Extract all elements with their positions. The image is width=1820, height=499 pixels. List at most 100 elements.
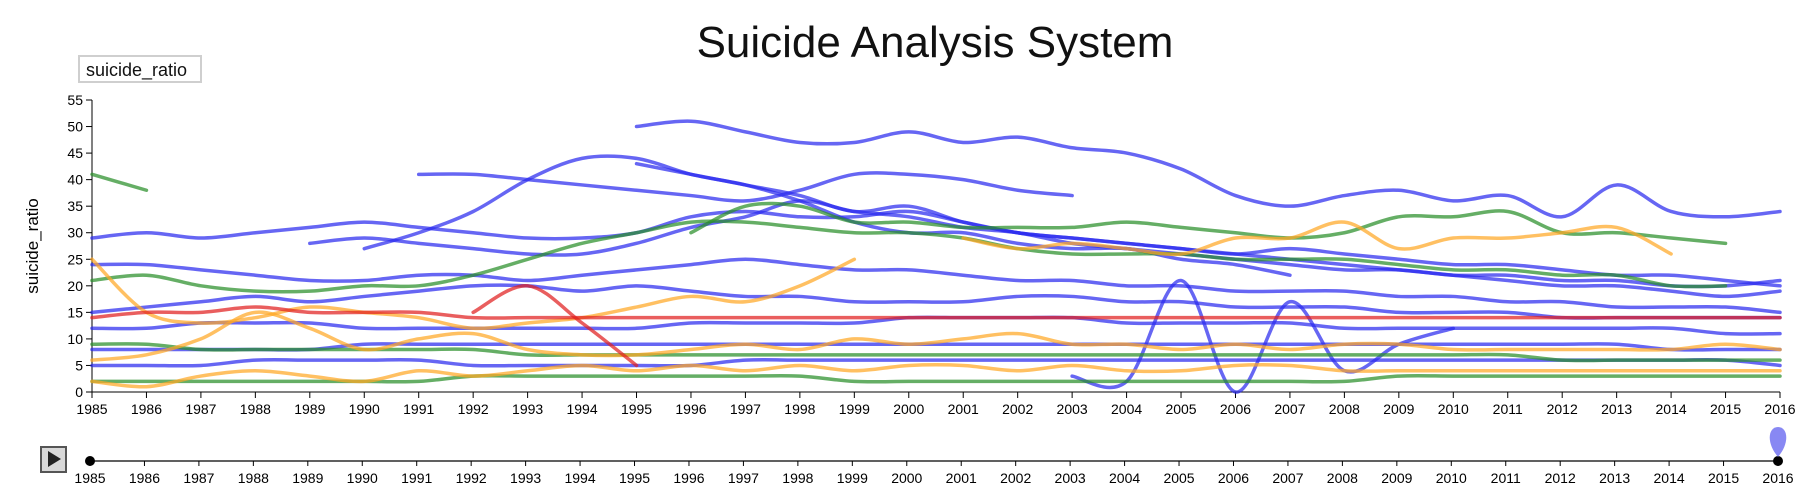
y-tick-label: 15 <box>67 304 83 320</box>
y-tick-label: 30 <box>67 225 83 241</box>
slider-tick-label: 1985 <box>74 470 105 486</box>
y-axis-label: suicide_ratio <box>23 198 42 293</box>
chart-axes: 0 5 10 15 20 25 30 35 40 45 50 55 1985 1986 1987 1988 19… <box>23 92 1796 417</box>
slider-tick-label: 1998 <box>782 470 813 486</box>
y-tick-label: 55 <box>67 92 83 108</box>
x-tick-label: 2003 <box>1057 401 1088 417</box>
x-tick-label: 1986 <box>131 401 162 417</box>
x-tick-label: 2015 <box>1710 401 1741 417</box>
x-tick-label: 1989 <box>294 401 325 417</box>
slider-start-dot <box>85 456 95 466</box>
chart-series <box>90 119 1782 394</box>
series-line-7 <box>90 257 1782 315</box>
slider-tick-label: 2003 <box>1055 470 1086 486</box>
y-tick-label: 50 <box>67 119 83 135</box>
x-tick-label: 1994 <box>566 401 597 417</box>
slider-tick-label: 2001 <box>946 470 977 486</box>
x-tick-label: 2002 <box>1002 401 1033 417</box>
slider-tick-label: 1999 <box>837 470 868 486</box>
slider-tick-label: 1996 <box>673 470 704 486</box>
y-tick-label: 25 <box>67 251 83 267</box>
play-icon <box>48 451 61 467</box>
slider-tick-label: 2008 <box>1327 470 1358 486</box>
series-line-19 <box>90 257 857 331</box>
y-tick-label: 35 <box>67 198 83 214</box>
slider-tick-label: 1993 <box>510 470 541 486</box>
page-title: Suicide Analysis System <box>696 18 1174 67</box>
y-tick-label: 20 <box>67 278 83 294</box>
slider-tick-label: 2013 <box>1599 470 1630 486</box>
x-tick-label: 2012 <box>1547 401 1578 417</box>
x-tick-label: 1985 <box>76 401 107 417</box>
x-tick-label: 2000 <box>893 401 924 417</box>
x-tick-label: 1995 <box>621 401 652 417</box>
series-line-9 <box>90 315 1782 336</box>
x-tick-label: 2006 <box>1220 401 1251 417</box>
series-line-22 <box>90 305 1782 320</box>
x-tick-label: 1990 <box>349 401 380 417</box>
x-tick-label: 1988 <box>240 401 271 417</box>
slider-tick-label: 1987 <box>183 470 214 486</box>
x-tick-label: 2013 <box>1601 401 1632 417</box>
series-line-8 <box>90 283 1782 320</box>
slider-tick-label: 2012 <box>1545 470 1576 486</box>
y-tick-label: 40 <box>67 172 83 188</box>
x-tick-label: 2005 <box>1165 401 1196 417</box>
slider-tick-label: 2000 <box>891 470 922 486</box>
slider-tick-label: 2004 <box>1109 470 1140 486</box>
slider-tick-label: 1988 <box>238 470 269 486</box>
x-tick-label: 1991 <box>403 401 434 417</box>
x-tick-label: 2001 <box>948 401 979 417</box>
slider-tick-label: 2002 <box>1000 470 1031 486</box>
series-line-21 <box>90 363 1782 389</box>
slider-tick-label: 2011 <box>1491 470 1521 486</box>
slider-tick-label: 1994 <box>564 470 595 486</box>
year-slider[interactable]: 1985 1986 1987 1988 1989 1990 1991 1992 1993 1994… <box>74 427 1794 486</box>
slider-tick-label: 2007 <box>1272 470 1303 486</box>
x-tick-label: 2009 <box>1383 401 1414 417</box>
series-line-6 <box>308 199 1782 289</box>
slider-tick-label: 2016 <box>1762 470 1793 486</box>
x-tick-label: 1987 <box>185 401 216 417</box>
slider-tick-label: 1992 <box>456 470 487 486</box>
slider-tick-label: 1995 <box>619 470 650 486</box>
x-tick-label: 2016 <box>1764 401 1795 417</box>
slider-tick-label: 2015 <box>1708 470 1739 486</box>
play-button[interactable] <box>40 446 67 473</box>
slider-end-dot <box>1773 456 1783 466</box>
series-line-12 <box>90 358 1782 368</box>
series-line-20 <box>90 310 1782 362</box>
series-line-18 <box>961 220 1673 257</box>
x-tick-label: 1996 <box>675 401 706 417</box>
slider-tick-label: 1989 <box>292 470 323 486</box>
y-tick-label: 0 <box>75 384 83 400</box>
series-line-5 <box>90 209 1782 288</box>
map-pin-icon[interactable] <box>1769 427 1787 457</box>
y-tick-label: 10 <box>67 331 83 347</box>
slider-tick-label: 1986 <box>129 470 160 486</box>
x-tick-label: 1993 <box>512 401 543 417</box>
x-tick-label: 2004 <box>1111 401 1142 417</box>
series-line-10 <box>90 342 1782 352</box>
x-tick-label: 2007 <box>1274 401 1305 417</box>
slider-tick-label: 1991 <box>401 470 432 486</box>
y-tick-label: 45 <box>67 145 83 161</box>
x-tick-label: 1992 <box>458 401 489 417</box>
slider-tick-label: 2010 <box>1436 470 1467 486</box>
series-line-23 <box>471 284 639 368</box>
y-tick-label: 5 <box>75 357 83 373</box>
slider-tick-label: 1997 <box>728 470 759 486</box>
slider-tick-label: 2009 <box>1381 470 1412 486</box>
series-line-1 <box>634 119 1782 219</box>
x-tick-label: 1999 <box>839 401 870 417</box>
x-tick-label: 2011 <box>1493 401 1523 417</box>
x-tick-label: 1998 <box>784 401 815 417</box>
x-tick-label: 2010 <box>1438 401 1469 417</box>
slider-tick-label: 2014 <box>1654 470 1685 486</box>
x-tick-label: 2008 <box>1329 401 1360 417</box>
slider-tick-label: 1990 <box>347 470 378 486</box>
series-line-15 <box>90 219 1728 294</box>
metric-select[interactable]: suicide_ratio <box>78 55 202 83</box>
series-line-13 <box>90 172 149 193</box>
